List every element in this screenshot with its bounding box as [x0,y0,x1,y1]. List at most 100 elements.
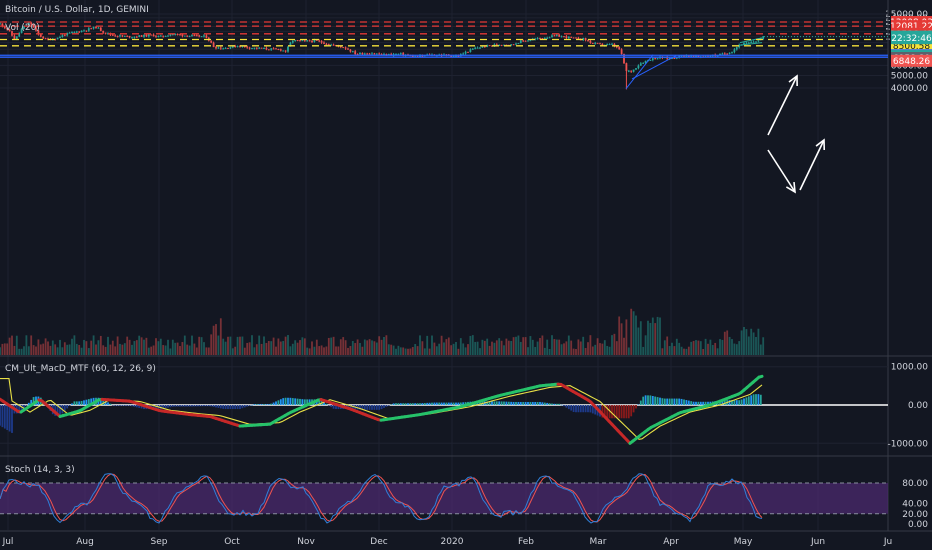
candle-body [488,45,491,47]
macd-histogram-bar [260,404,263,405]
macd-histogram-bar [99,398,102,405]
volume-bar [229,336,232,355]
candle-body [541,38,544,40]
volume-bar [85,341,88,355]
volume-bar [75,343,78,355]
candle-body [227,47,229,49]
volume-bar [599,343,601,355]
candle-body [560,36,563,38]
candle-body [354,51,357,55]
volume-bar [143,339,145,355]
macd-legend[interactable]: CM_Ult_MacD_MTF (60, 12, 26, 9) [5,364,156,374]
candle-body [195,35,198,37]
price-tag [891,54,932,67]
macd-histogram-bar [66,405,69,409]
candle-body [61,35,64,37]
macd-histogram-bar [733,400,736,405]
candle-body [299,40,301,42]
volume-bar [217,335,220,355]
volume-bar [327,337,330,355]
macd-line-segment [757,374,764,379]
macd-histogram-bar [543,402,546,405]
macd-histogram-bar [390,404,393,406]
macd-histogram-bar [731,400,733,405]
volume-bar [171,339,174,355]
candle-body [205,35,208,38]
macd-histogram-bar [452,402,455,405]
candle-body [174,33,177,35]
volume-bar [126,336,129,355]
volume-bar [457,348,460,355]
macd-histogram-bar [500,401,503,405]
macd-histogram-bar [306,399,309,405]
macd-histogram-bar [387,405,390,406]
volume-bar [512,337,515,355]
volume-bar [452,343,455,355]
macd-histogram-bar [431,402,433,405]
macd-histogram-bar [450,402,453,405]
macd-histogram-bar [138,405,141,408]
volume-bar [534,346,537,355]
volume-bar [104,346,107,355]
volume-bar [299,340,301,355]
volume-bar [361,346,364,355]
macd-histogram-bar [59,405,61,416]
candle-body [356,54,359,56]
macd-histogram-bar [368,405,371,410]
volume-bar [351,341,354,355]
x-tick-label: Mar [590,537,607,547]
candle-body [762,36,765,39]
candle-body [726,53,729,55]
volume-bar [510,340,513,355]
volume-bar [347,347,349,355]
volume-bar [18,348,21,355]
volume-bar [87,348,90,355]
volume-bar [618,316,621,355]
volume-bar [438,343,441,355]
volume-bars [0,308,765,355]
volume-bar [167,339,169,355]
volume-bar [102,345,105,355]
macd-histogram-bar [251,404,253,406]
macd-histogram-bar [210,405,213,407]
candle-body [318,40,321,42]
macd-histogram-bar [183,405,186,407]
macd-histogram-bar [747,396,750,405]
volume-bar [176,342,179,355]
x-tick-label: Ju [883,537,892,547]
macd-histogram-bar [265,404,268,405]
macd-histogram-bar [90,398,93,405]
volume-bar [47,341,49,355]
volume-bar [23,346,25,355]
volume-bar [234,346,237,355]
volume-bar [515,336,517,355]
macd-histogram-bar [128,405,131,406]
candle-body [167,35,169,37]
candle-body [613,43,616,47]
volume-bar [654,323,657,355]
macd-histogram-bar [191,405,193,407]
volume-bar [373,341,376,355]
stoch-legend[interactable]: Stoch (14, 3, 3) [5,465,75,475]
candle-body [145,34,148,37]
volume-bar [584,348,587,355]
candle-body [755,41,757,43]
arrow-up-scenario [767,75,798,136]
volume-bar [342,337,345,355]
macd-histogram-bar [630,405,633,417]
volume-bar [159,338,162,355]
macd-histogram-bar [433,402,436,405]
volume-bar [198,336,201,355]
volume-bar [752,332,755,355]
volume-legend[interactable]: Vol (20) [5,23,40,33]
symbol-title[interactable]: Bitcoin / U.S. Dollar, 1D, GEMINI [5,5,149,15]
macd-histogram-bar [399,403,402,405]
macd-histogram-bar [176,405,179,407]
candle-body [512,44,515,46]
volume-bar [272,337,275,355]
volume-bar [644,335,647,355]
candle-body [543,37,546,39]
candle-body [551,35,553,38]
candle-body [611,43,613,45]
